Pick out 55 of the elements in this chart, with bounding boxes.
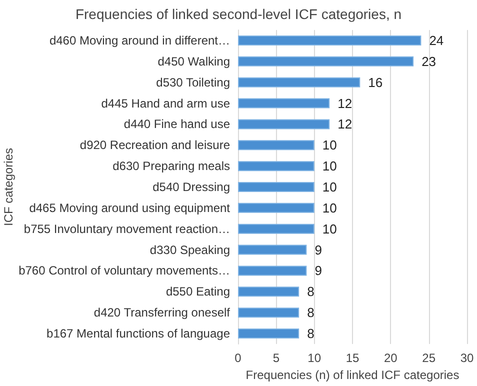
bar bbox=[238, 182, 314, 192]
data-label: 10 bbox=[322, 158, 337, 174]
bar bbox=[238, 202, 314, 213]
y-tick-label: d440 Fine hand use bbox=[124, 117, 230, 132]
y-tick-label: d330 Speaking bbox=[150, 242, 230, 257]
bar bbox=[238, 161, 314, 172]
data-label: 12 bbox=[338, 116, 352, 132]
y-tick-label: d630 Preparing meals bbox=[112, 159, 230, 174]
data-label: 10 bbox=[322, 180, 337, 194]
data-label: 8 bbox=[307, 284, 314, 300]
y-axis-title: ICF categories bbox=[2, 148, 16, 226]
bar bbox=[238, 286, 300, 297]
data-label: 24 bbox=[429, 32, 444, 48]
bar bbox=[238, 266, 307, 276]
data-label: 16 bbox=[368, 74, 383, 90]
bar bbox=[238, 140, 314, 150]
x-tick-label: 5 bbox=[272, 351, 280, 365]
bar bbox=[238, 77, 360, 88]
x-tick-label: 30 bbox=[460, 351, 474, 365]
data-label: 12 bbox=[338, 96, 352, 111]
x-tick-label: 25 bbox=[422, 351, 436, 365]
data-label: 10 bbox=[322, 221, 337, 236]
data-label: 9 bbox=[314, 242, 322, 258]
x-tick-label: 0 bbox=[234, 351, 242, 365]
y-tick-label: d530 Toileting bbox=[156, 75, 230, 90]
bar bbox=[238, 224, 314, 234]
y-tick-label: d420 Transferring oneself bbox=[94, 306, 231, 320]
y-tick-label: b760 Control of voluntary movements… bbox=[18, 264, 230, 278]
bar bbox=[238, 56, 414, 66]
x-axis-title: Frequencies (n) of linked ICF categories bbox=[246, 368, 460, 382]
x-tick-label: 20 bbox=[384, 351, 398, 365]
y-tick-label: d465 Moving around using equipment bbox=[29, 200, 231, 215]
y-tick-label: d450 Walking bbox=[158, 54, 230, 68]
bar bbox=[238, 308, 300, 318]
y-tick-label: b755 Involuntary movement reaction… bbox=[24, 222, 230, 236]
data-label: 10 bbox=[322, 138, 337, 153]
data-label: 8 bbox=[307, 326, 314, 342]
bar bbox=[238, 244, 307, 255]
chart-title: Frequencies of linked second-level ICF categories, n bbox=[75, 6, 402, 22]
x-tick-label: 15 bbox=[346, 351, 360, 365]
bar bbox=[238, 35, 422, 46]
data-label: 23 bbox=[422, 54, 436, 69]
y-tick-label: d445 Hand and arm use bbox=[101, 96, 230, 110]
bar bbox=[238, 328, 300, 339]
bar bbox=[238, 98, 330, 108]
y-tick-label: d460 Moving around in different… bbox=[49, 33, 230, 48]
data-label: 8 bbox=[307, 305, 314, 320]
y-tick-label: b167 Mental functions of language bbox=[46, 326, 230, 341]
y-tick-label: d540 Dressing bbox=[152, 180, 230, 194]
y-tick-label: d550 Eating bbox=[166, 284, 230, 299]
x-tick-label: 10 bbox=[308, 351, 322, 365]
y-tick-label: d920 Recreation and leisure bbox=[80, 138, 230, 152]
bar bbox=[238, 119, 330, 130]
data-label: 10 bbox=[322, 200, 337, 216]
data-label: 9 bbox=[314, 263, 322, 278]
